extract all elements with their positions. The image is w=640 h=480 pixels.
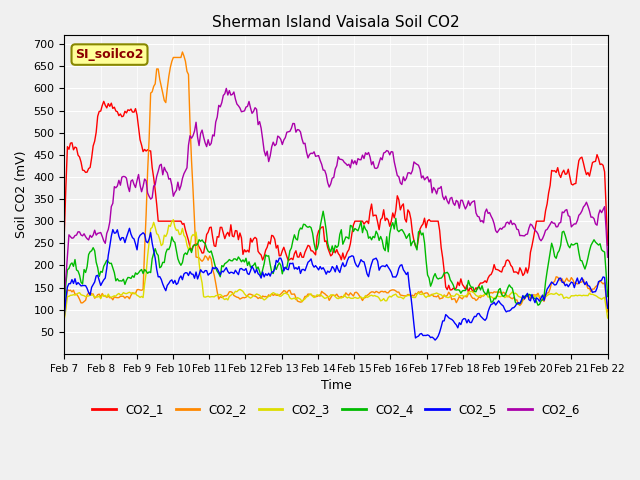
CO2_3	[127, 290, 135, 296]
CO2_6	[242, 104, 250, 110]
Line: CO2_5: CO2_5	[65, 228, 607, 340]
CO2_6	[127, 178, 135, 184]
CO2_1	[577, 155, 584, 161]
CO2_6	[252, 105, 259, 110]
CO2_4	[604, 294, 611, 300]
CO2_6	[604, 254, 611, 260]
CO2_5	[300, 266, 307, 272]
CO2_4	[298, 226, 306, 232]
CO2_2	[224, 292, 232, 298]
CO2_5	[224, 268, 232, 274]
CO2_3	[252, 292, 259, 298]
CO2_2	[179, 49, 186, 55]
CO2_1	[465, 289, 472, 295]
CO2_2	[242, 294, 250, 300]
CO2_1	[300, 254, 307, 260]
CO2_3	[575, 292, 582, 298]
CO2_6	[575, 212, 582, 218]
Text: SI_soilco2: SI_soilco2	[76, 48, 144, 61]
CO2_3	[604, 315, 611, 321]
CO2_4	[223, 260, 230, 265]
CO2_1	[100, 98, 108, 104]
CO2_5	[604, 305, 611, 311]
CO2_4	[319, 208, 327, 214]
CO2_5	[125, 226, 133, 231]
CO2_1	[61, 228, 68, 234]
X-axis label: Time: Time	[321, 379, 351, 392]
CO2_5	[431, 337, 439, 343]
CO2_5	[242, 265, 250, 271]
CO2_4	[250, 263, 257, 268]
Line: CO2_6: CO2_6	[65, 88, 607, 293]
CO2_1	[252, 235, 259, 240]
Line: CO2_2: CO2_2	[65, 52, 607, 317]
CO2_6	[300, 141, 307, 146]
CO2_6	[223, 85, 230, 91]
CO2_2	[127, 292, 135, 298]
Title: Sherman Island Vaisala Soil CO2: Sherman Island Vaisala Soil CO2	[212, 15, 460, 30]
CO2_3	[61, 316, 68, 322]
CO2_3	[242, 293, 250, 299]
CO2_2	[300, 297, 307, 302]
CO2_5	[577, 278, 584, 284]
CO2_2	[575, 280, 582, 286]
CO2_3	[224, 297, 232, 303]
CO2_4	[127, 276, 135, 281]
CO2_2	[252, 293, 259, 299]
CO2_5	[61, 312, 68, 318]
CO2_5	[252, 270, 259, 276]
CO2_1	[242, 249, 250, 255]
Line: CO2_1: CO2_1	[65, 101, 607, 292]
CO2_1	[224, 229, 232, 235]
CO2_1	[129, 109, 136, 115]
Line: CO2_3: CO2_3	[65, 220, 607, 319]
CO2_6	[224, 92, 232, 98]
CO2_3	[300, 297, 307, 303]
Line: CO2_4: CO2_4	[65, 211, 607, 305]
CO2_2	[604, 309, 611, 315]
CO2_4	[534, 302, 542, 308]
CO2_6	[61, 290, 68, 296]
Legend: CO2_1, CO2_2, CO2_3, CO2_4, CO2_5, CO2_6: CO2_1, CO2_2, CO2_3, CO2_4, CO2_5, CO2_6	[88, 398, 584, 420]
CO2_3	[170, 217, 177, 223]
CO2_4	[61, 301, 68, 307]
CO2_2	[61, 314, 68, 320]
CO2_1	[604, 242, 611, 248]
CO2_4	[241, 259, 248, 265]
Y-axis label: Soil CO2 (mV): Soil CO2 (mV)	[15, 151, 28, 239]
CO2_5	[129, 235, 136, 240]
CO2_4	[577, 258, 584, 264]
